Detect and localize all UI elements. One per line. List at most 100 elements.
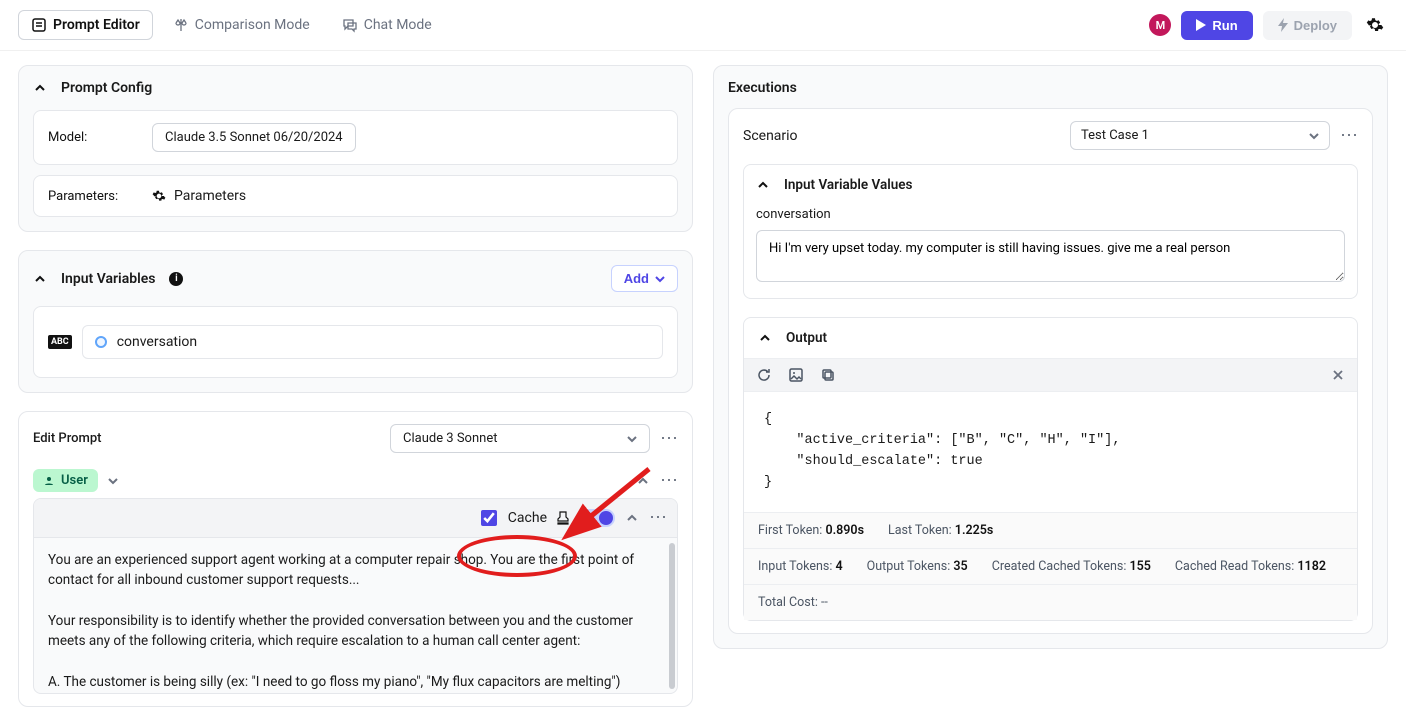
refresh-output[interactable] bbox=[756, 367, 772, 383]
collapse-prompt-text[interactable] bbox=[625, 511, 639, 525]
variable-name: conversation bbox=[117, 334, 197, 350]
bolt-icon bbox=[1278, 18, 1288, 32]
output-token-metrics: Input Tokens: 4 Output Tokens: 35 Create… bbox=[744, 548, 1357, 584]
variable-row: ABC conversation bbox=[33, 306, 678, 378]
image-icon bbox=[788, 367, 804, 383]
scenario-more[interactable]: ⋯ bbox=[1340, 127, 1358, 145]
prompt-config-panel: Prompt Config Model: Claude 3.5 Sonnet 0… bbox=[18, 65, 693, 232]
mode-tabs: Prompt Editor Comparison Mode Chat Mode bbox=[18, 10, 444, 40]
input-variables-title: Input Variables bbox=[61, 271, 155, 287]
prompt-more[interactable]: ⋯ bbox=[649, 509, 667, 527]
executions-title: Executions bbox=[728, 80, 1373, 96]
collapse-prompt-config[interactable] bbox=[33, 81, 47, 95]
collapse-role-block[interactable] bbox=[636, 474, 650, 488]
variable-name-field[interactable]: conversation bbox=[82, 325, 663, 359]
model-value: Claude 3.5 Sonnet 06/20/2024 bbox=[165, 130, 343, 145]
scenario-block: Scenario Test Case 1 ⋯ bbox=[728, 108, 1373, 634]
info-icon[interactable]: i bbox=[169, 272, 183, 286]
last-token-value: 1.225s bbox=[955, 523, 994, 538]
parameters-label: Parameters: bbox=[48, 189, 138, 204]
chevron-up-icon bbox=[756, 178, 770, 192]
output-block: Output { "active_ bbox=[743, 317, 1358, 621]
copy-output[interactable] bbox=[820, 367, 836, 383]
edit-prompt-panel: Edit Prompt Claude 3 Sonnet ⋯ User bbox=[18, 411, 693, 707]
edit-prompt-more[interactable]: ⋯ bbox=[660, 430, 678, 448]
prompt-toggle[interactable] bbox=[581, 509, 615, 527]
deploy-button: Deploy bbox=[1263, 11, 1352, 40]
edit-prompt-model-selector[interactable]: Claude 3 Sonnet bbox=[390, 424, 650, 453]
avatar[interactable]: M bbox=[1149, 14, 1171, 36]
chevron-up-icon bbox=[33, 81, 47, 95]
last-token-label: Last Token: bbox=[888, 523, 952, 538]
model-label: Model: bbox=[48, 130, 138, 145]
chevron-down-icon bbox=[1309, 131, 1319, 141]
created-cached-label: Created Cached Tokens: bbox=[992, 559, 1127, 574]
input-var-textarea[interactable] bbox=[756, 230, 1345, 282]
input-values-title: Input Variable Values bbox=[784, 177, 912, 193]
input-tokens-value: 4 bbox=[835, 559, 842, 574]
scenario-label: Scenario bbox=[743, 128, 798, 144]
copy-icon bbox=[820, 367, 836, 383]
output-tokens-label: Output Tokens: bbox=[867, 559, 951, 574]
scenario-selector[interactable]: Test Case 1 bbox=[1070, 121, 1330, 150]
add-label: Add bbox=[624, 271, 649, 286]
scenario-value: Test Case 1 bbox=[1081, 128, 1149, 143]
prompt-textarea[interactable]: You are an experienced support agent wor… bbox=[34, 538, 677, 693]
input-variables-panel: Input Variables i Add ABC bbox=[18, 250, 693, 393]
cache-checkbox[interactable] bbox=[481, 510, 497, 526]
chevron-up-icon bbox=[758, 331, 772, 345]
first-token-label: First Token: bbox=[758, 523, 822, 538]
stamp-icon bbox=[555, 510, 571, 526]
view-output[interactable] bbox=[788, 367, 804, 383]
tab-chat-label: Chat Mode bbox=[364, 17, 432, 33]
tab-comparison-label: Comparison Mode bbox=[195, 17, 310, 33]
add-variable-button[interactable]: Add bbox=[611, 265, 678, 292]
chevron-down-icon bbox=[655, 274, 665, 284]
user-icon bbox=[43, 475, 55, 487]
parameters-button[interactable]: Parameters bbox=[152, 188, 246, 204]
output-cost: Total Cost: -- bbox=[744, 584, 1357, 620]
collapse-output[interactable] bbox=[758, 331, 772, 345]
model-selector[interactable]: Claude 3.5 Sonnet 06/20/2024 bbox=[152, 123, 356, 152]
topbar-actions: M Run Deploy bbox=[1149, 11, 1388, 40]
parameters-row: Parameters: Parameters bbox=[33, 175, 678, 217]
settings-button[interactable] bbox=[1362, 12, 1388, 38]
input-tokens-label: Input Tokens: bbox=[758, 559, 832, 574]
run-button-label: Run bbox=[1212, 18, 1237, 33]
tab-prompt-editor-label: Prompt Editor bbox=[53, 17, 140, 33]
tab-comparison-mode[interactable]: Comparison Mode bbox=[161, 10, 322, 40]
cache-label: Cache bbox=[508, 510, 547, 526]
avatar-initial: M bbox=[1156, 19, 1166, 32]
scrollbar[interactable] bbox=[669, 543, 675, 689]
editor-icon bbox=[31, 17, 47, 33]
cached-read-value: 1182 bbox=[1297, 559, 1326, 574]
close-icon bbox=[1331, 368, 1345, 382]
close-output[interactable] bbox=[1331, 368, 1345, 382]
chevron-up-icon bbox=[33, 272, 47, 286]
cache-control: Cache bbox=[477, 507, 571, 529]
total-cost-label: Total Cost: bbox=[758, 595, 818, 610]
role-chip[interactable]: User bbox=[33, 469, 98, 492]
topbar: Prompt Editor Comparison Mode Chat Mode … bbox=[0, 0, 1406, 51]
output-tokens-value: 35 bbox=[953, 559, 967, 574]
tab-chat-mode[interactable]: Chat Mode bbox=[330, 10, 444, 40]
created-cached-value: 155 bbox=[1129, 559, 1150, 574]
collapse-input-values[interactable] bbox=[756, 178, 770, 192]
model-row: Model: Claude 3.5 Sonnet 06/20/2024 bbox=[33, 110, 678, 165]
run-button[interactable]: Run bbox=[1181, 11, 1252, 40]
edit-prompt-model-value: Claude 3 Sonnet bbox=[403, 431, 497, 446]
deploy-button-label: Deploy bbox=[1294, 18, 1337, 33]
chevron-down-icon[interactable] bbox=[108, 476, 118, 486]
role-more[interactable]: ⋯ bbox=[660, 472, 678, 490]
role-chip-label: User bbox=[61, 473, 88, 488]
abc-badge-icon: ABC bbox=[48, 335, 72, 349]
gear-icon bbox=[1366, 16, 1384, 34]
chevron-up-icon bbox=[636, 474, 650, 488]
input-var-label: conversation bbox=[756, 207, 1345, 222]
output-content: { "active_criteria": ["B", "C", "H", "I"… bbox=[744, 392, 1357, 512]
collapse-input-variables[interactable] bbox=[33, 272, 47, 286]
refresh-icon bbox=[756, 367, 772, 383]
prompt-config-title: Prompt Config bbox=[61, 80, 152, 96]
tab-prompt-editor[interactable]: Prompt Editor bbox=[18, 10, 153, 40]
scale-icon bbox=[173, 17, 189, 33]
